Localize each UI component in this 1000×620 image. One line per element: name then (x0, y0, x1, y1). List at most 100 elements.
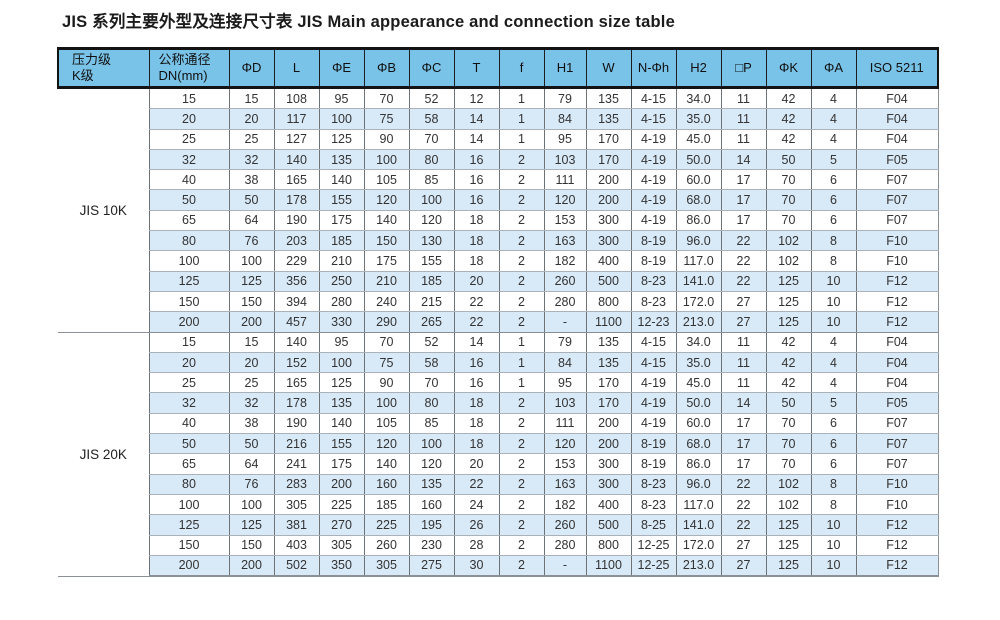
cell-phi-c: 80 (408, 149, 454, 171)
cell-square-p: 22 (720, 494, 766, 516)
cell-l: 140 (273, 149, 319, 171)
cell-w: 500 (585, 514, 631, 536)
cell-l: 140 (273, 332, 319, 353)
cell-phi-a: 5 (810, 149, 856, 171)
cell-t: 16 (453, 352, 499, 374)
cell-phi-a: 6 (810, 413, 856, 435)
cell-dn: 20 (148, 108, 229, 130)
cell-phi-b: 100 (363, 149, 409, 171)
cell-iso5211: F12 (855, 555, 939, 578)
cell-h2: 68.0 (675, 433, 721, 455)
cell-t: 18 (453, 433, 499, 455)
cell-phi-k: 125 (765, 271, 811, 292)
cell-iso5211: F04 (855, 352, 939, 374)
cell-square-p: 17 (720, 169, 766, 191)
cell-h1: 120 (543, 189, 586, 211)
cell-w: 200 (585, 189, 631, 211)
cell-phi-b: 90 (363, 129, 409, 150)
cell-h2: 86.0 (675, 210, 721, 232)
cell-w: 170 (585, 149, 631, 171)
cell-phi-b: 120 (363, 189, 409, 211)
cell-t: 30 (453, 555, 499, 578)
cell-square-p: 11 (720, 87, 766, 110)
cell-phi-d: 20 (228, 352, 274, 374)
cell-l: 190 (273, 413, 319, 435)
cell-square-p: 11 (720, 352, 766, 374)
cell-h1: 182 (543, 494, 586, 516)
cell-dn: 15 (148, 87, 229, 110)
cell-phi-d: 100 (228, 494, 274, 516)
cell-dn: 15 (148, 332, 229, 353)
cell-phi-k: 42 (765, 372, 811, 394)
cell-phi-b: 75 (363, 352, 409, 374)
cell-l: 381 (273, 514, 319, 536)
cell-phi-e: 280 (318, 291, 364, 313)
cell-dn: 125 (148, 271, 229, 292)
cell-phi-b: 150 (363, 230, 409, 252)
cell-phi-d: 76 (228, 230, 274, 252)
cell-phi-c: 85 (408, 413, 454, 435)
cell-phi-e: 305 (318, 535, 364, 556)
cell-phi-d: 32 (228, 149, 274, 171)
cell-phi-c: 58 (408, 352, 454, 374)
cell-h2: 172.0 (675, 291, 721, 313)
cell-t: 16 (453, 169, 499, 191)
cell-phi-e: 100 (318, 108, 364, 130)
group-jis-10k: JIS 10K 15 15 108 95 70 52 12 1 79 135 4-15 34.0 11 42… (58, 87, 939, 333)
cell-f: 2 (498, 271, 544, 292)
cell-f: 2 (498, 291, 544, 313)
cell-phi-k: 70 (765, 189, 811, 211)
cell-iso5211: F07 (855, 169, 939, 191)
cell-f: 2 (498, 311, 544, 333)
cell-iso5211: F07 (855, 189, 939, 211)
cell-phi-b: 175 (363, 250, 409, 272)
table-row: 125 125 356 250 210 185 20 2 260 500 8-23 141.0 22 12… (58, 271, 939, 292)
cell-w: 300 (585, 474, 631, 495)
cell-f: 2 (498, 149, 544, 171)
cell-phi-k: 70 (765, 210, 811, 232)
table-row: 50 50 178 155 120 100 16 2 120 200 4-19 68.0 17 70 6 F0… (58, 189, 939, 211)
cell-l: 165 (273, 169, 319, 191)
cell-h2: 68.0 (675, 189, 721, 211)
cell-square-p: 14 (720, 392, 766, 414)
table-row: JIS 10K 15 15 108 95 70 52 12 1 79 135 4-15 34.0 11 42… (58, 87, 939, 333)
cell-f: 2 (498, 494, 544, 516)
cell-h2: 45.0 (675, 372, 721, 394)
cell-phi-c: 80 (408, 392, 454, 414)
cell-f: 2 (498, 474, 544, 495)
cell-square-p: 27 (720, 311, 766, 333)
table-row: 65 64 190 175 140 120 18 2 153 300 4-19 86.0 17 70 6 F0… (58, 210, 939, 232)
column-header-phi-k: ΦK (765, 47, 811, 89)
cell-w: 400 (585, 494, 631, 516)
cell-l: 283 (273, 474, 319, 495)
cell-phi-d: 38 (228, 413, 274, 435)
cell-dn: 50 (148, 189, 229, 211)
cell-l: 229 (273, 250, 319, 272)
cell-phi-a: 6 (810, 453, 856, 475)
cell-phi-b: 210 (363, 271, 409, 292)
cell-phi-k: 42 (765, 129, 811, 150)
cell-phi-e: 270 (318, 514, 364, 536)
cell-phi-k: 42 (765, 352, 811, 374)
cell-w: 1100 (585, 555, 631, 578)
cell-square-p: 11 (720, 108, 766, 130)
cell-phi-a: 10 (810, 535, 856, 556)
cell-phi-c: 52 (408, 87, 454, 110)
cell-w: 170 (585, 392, 631, 414)
cell-phi-d: 25 (228, 129, 274, 150)
cell-phi-b: 260 (363, 535, 409, 556)
cell-phi-d: 15 (228, 332, 274, 353)
cell-w: 170 (585, 129, 631, 150)
cell-phi-a: 5 (810, 392, 856, 414)
cell-phi-k: 70 (765, 433, 811, 455)
cell-square-p: 17 (720, 453, 766, 475)
table-row: 125 125 381 270 225 195 26 2 260 500 8-25 141.0 22 12… (58, 514, 939, 536)
cell-phi-d: 64 (228, 453, 274, 475)
column-header-phi-c: ΦC (408, 47, 454, 89)
cell-w: 135 (585, 332, 631, 353)
page-title: JIS 系列主要外型及连接尺寸表 JIS Main appearance and… (62, 13, 675, 31)
cell-phi-d: 50 (228, 189, 274, 211)
cell-phi-c: 275 (408, 555, 454, 578)
